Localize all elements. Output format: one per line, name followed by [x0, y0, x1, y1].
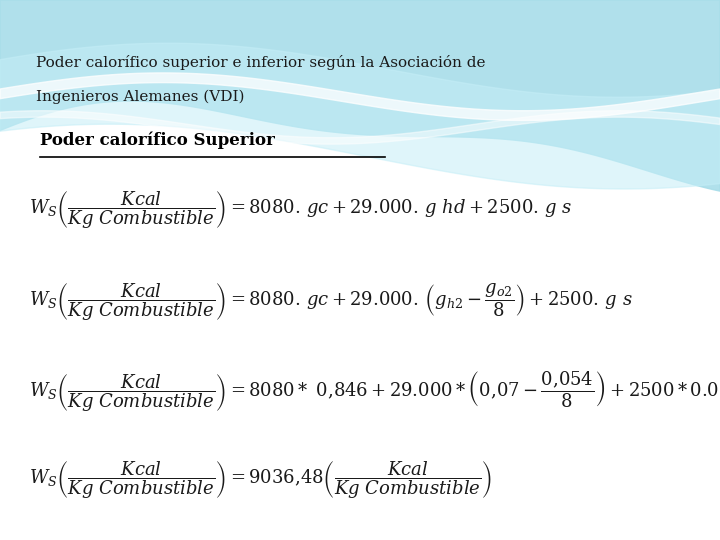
Text: Ingenieros Alemanes (VDI): Ingenieros Alemanes (VDI) [36, 90, 245, 104]
Text: $W_S\left(\dfrac{Kcal}{Kg\ Combustible}\right) = 8080.\,gc + 29.000.\,\left(g_{h: $W_S\left(\dfrac{Kcal}{Kg\ Combustible}\… [29, 281, 632, 323]
Text: $W_S\left(\dfrac{Kcal}{Kg\ Combustible}\right) = 8080 * \ 0{,}846 + 29.000 * \le: $W_S\left(\dfrac{Kcal}{Kg\ Combustible}\… [29, 369, 720, 414]
Text: Poder calorífico Superior: Poder calorífico Superior [40, 132, 274, 149]
Text: $W_S\left(\dfrac{Kcal}{Kg\ Combustible}\right) = 8080.\,gc + 29.000.\,g\ hd + 25: $W_S\left(\dfrac{Kcal}{Kg\ Combustible}\… [29, 190, 572, 232]
Text: $W_S\left(\dfrac{Kcal}{Kg\ Combustible}\right) = 9036{,}48\left(\dfrac{Kcal}{Kg\: $W_S\left(\dfrac{Kcal}{Kg\ Combustible}\… [29, 460, 492, 502]
Text: Poder calorífico superior e inferior según la Asociación de: Poder calorífico superior e inferior seg… [36, 55, 485, 70]
